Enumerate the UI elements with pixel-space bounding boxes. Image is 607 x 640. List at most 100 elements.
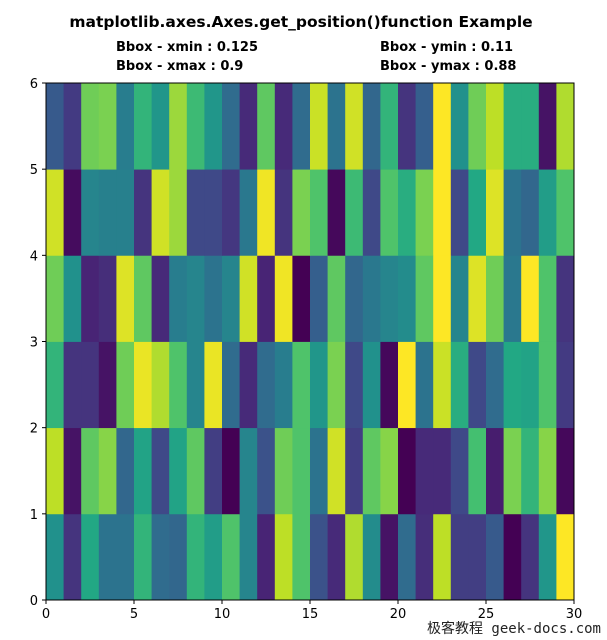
heatmap-cell bbox=[433, 427, 452, 515]
heatmap-cell bbox=[292, 169, 311, 256]
heatmap-cell bbox=[521, 169, 540, 256]
heatmap-cell bbox=[503, 341, 522, 429]
heatmap-cell bbox=[310, 169, 328, 256]
heatmap-cell bbox=[186, 255, 205, 342]
heatmap-cell bbox=[151, 169, 170, 256]
heatmap-cell bbox=[468, 427, 487, 515]
heatmap-cell bbox=[468, 83, 487, 170]
heatmap-cell bbox=[98, 169, 117, 256]
x-tick-label: 5 bbox=[130, 607, 138, 622]
heatmap-cell bbox=[415, 169, 434, 256]
heatmap-cell bbox=[450, 513, 469, 601]
heatmap-cell bbox=[63, 255, 82, 342]
annotation-xmin: Bbox - xmin : 0.125 bbox=[116, 40, 258, 55]
heatmap-cell bbox=[486, 83, 504, 170]
heatmap-cell bbox=[327, 513, 346, 601]
heatmap-cell bbox=[204, 255, 223, 342]
heatmap-cell bbox=[204, 513, 223, 601]
heatmap-cell bbox=[134, 169, 152, 256]
y-axis: 0 1 2 3 4 5 6 bbox=[30, 77, 46, 609]
annotation-xmax: Bbox - xmax : 0.9 bbox=[116, 59, 243, 74]
heatmap-cell bbox=[345, 341, 364, 429]
heatmap-cell bbox=[46, 255, 64, 342]
heatmap-cell bbox=[169, 169, 188, 256]
heatmap-cell bbox=[98, 341, 117, 429]
x-tick-label: 25 bbox=[478, 607, 495, 622]
heatmap-cell bbox=[134, 83, 152, 170]
heatmap-cell bbox=[486, 513, 504, 601]
heatmap-cell bbox=[134, 255, 152, 342]
heatmap-cell bbox=[274, 169, 293, 256]
heatmap-cell bbox=[345, 427, 364, 515]
heatmap-cell bbox=[450, 427, 469, 515]
heatmap-cell bbox=[503, 255, 522, 342]
heatmap-cell bbox=[257, 427, 276, 515]
heatmap-cell bbox=[398, 513, 416, 601]
heatmap-cell bbox=[151, 255, 170, 342]
heatmap-cell bbox=[503, 169, 522, 256]
heatmap-cell bbox=[345, 513, 364, 601]
heatmap-cell bbox=[204, 83, 223, 170]
heatmap-cell bbox=[274, 341, 293, 429]
heatmap-cell bbox=[46, 83, 64, 170]
heatmap-cell bbox=[257, 513, 276, 601]
heatmap-cell bbox=[538, 255, 557, 342]
heatmap-cell bbox=[274, 513, 293, 601]
heatmap-cell bbox=[380, 513, 399, 601]
heatmap-cell bbox=[169, 341, 188, 429]
heatmap-cell bbox=[380, 427, 399, 515]
heatmap-cell bbox=[362, 513, 381, 601]
heatmap-cell bbox=[468, 169, 487, 256]
heatmap-cell bbox=[433, 83, 452, 170]
heatmap-cell bbox=[433, 255, 452, 342]
heatmap-cell bbox=[450, 83, 469, 170]
heatmap-cell bbox=[46, 169, 64, 256]
heatmap-cell bbox=[415, 427, 434, 515]
y-tick-label: 4 bbox=[30, 249, 38, 264]
annotation-ymax: Bbox - ymax : 0.88 bbox=[380, 59, 516, 74]
heatmap-cell bbox=[292, 513, 311, 601]
heatmap-cell bbox=[486, 341, 504, 429]
heatmap-cell bbox=[486, 255, 504, 342]
heatmap-cell bbox=[81, 513, 100, 601]
heatmap-cell bbox=[63, 169, 82, 256]
heatmap-cell bbox=[186, 83, 205, 170]
heatmap-cell bbox=[556, 169, 575, 256]
x-tick-label: 15 bbox=[302, 607, 319, 622]
heatmap-cell bbox=[556, 513, 575, 601]
heatmap-cell bbox=[398, 169, 416, 256]
y-tick-label: 0 bbox=[30, 594, 38, 609]
heatmap-cell bbox=[169, 83, 188, 170]
heatmap-cell bbox=[169, 513, 188, 601]
heatmap-cell bbox=[169, 255, 188, 342]
heatmap-cell bbox=[398, 341, 416, 429]
heatmap-cell bbox=[433, 341, 452, 429]
x-tick-label: 30 bbox=[566, 607, 583, 622]
heatmap-cell bbox=[239, 83, 258, 170]
heatmap-cell bbox=[257, 255, 276, 342]
heatmap-cell bbox=[222, 427, 240, 515]
heatmap-cell bbox=[362, 427, 381, 515]
heatmap-cell bbox=[116, 255, 135, 342]
chart-title: matplotlib.axes.Axes.get_position()funct… bbox=[69, 13, 532, 31]
heatmap-cell bbox=[468, 255, 487, 342]
heatmap-cell bbox=[98, 427, 117, 515]
heatmap-cell bbox=[274, 83, 293, 170]
heatmap-cell bbox=[257, 83, 276, 170]
heatmap-cell bbox=[292, 427, 311, 515]
heatmap-cell bbox=[521, 255, 540, 342]
heatmap-cell bbox=[239, 341, 258, 429]
heatmap-cell bbox=[538, 83, 557, 170]
heatmap-cell bbox=[556, 255, 575, 342]
heatmap-cell bbox=[116, 169, 135, 256]
heatmap-cell bbox=[521, 513, 540, 601]
heatmap-cell bbox=[450, 341, 469, 429]
heatmap-cell bbox=[415, 513, 434, 601]
heatmap-cell bbox=[310, 341, 328, 429]
heatmap-cell bbox=[222, 513, 240, 601]
heatmap-cell bbox=[81, 255, 100, 342]
heatmap-cell bbox=[81, 427, 100, 515]
heatmap-cell bbox=[46, 513, 64, 601]
x-axis: 0 5 10 15 20 25 30 bbox=[42, 600, 582, 622]
